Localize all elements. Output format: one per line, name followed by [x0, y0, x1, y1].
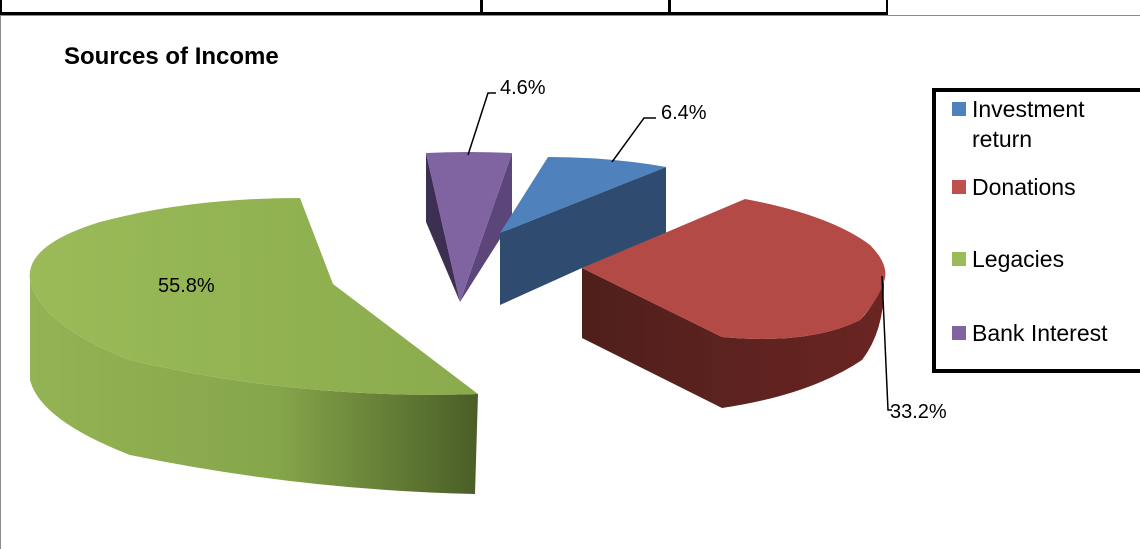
table-cell-divider	[668, 0, 671, 15]
legend-swatch-legacies	[952, 252, 966, 266]
legend-item-bank-interest: Bank Interest	[952, 318, 1140, 348]
legend-item-legacies: Legacies	[952, 244, 1140, 274]
slice-donations-top	[582, 199, 886, 339]
slice-investment-return-top	[500, 157, 666, 233]
slice-donations	[582, 199, 886, 408]
legend-item-investment-return: Investment return	[952, 94, 1140, 154]
slice-legacies-top	[29, 198, 478, 395]
legend-swatch-investment-return	[952, 102, 966, 116]
slice-donations-side	[582, 268, 885, 408]
slice-investment-return	[500, 157, 666, 305]
data-label-legacies: 55.8%	[158, 275, 215, 297]
slice-legacies	[29, 198, 478, 494]
legend-label-legacies: Legacies	[972, 246, 1065, 272]
data-label-investment-return: 6.4%	[661, 102, 707, 124]
slice-bank-interest	[426, 152, 512, 302]
data-label-donations: 33.2%	[890, 401, 947, 423]
slice-investment-return-side	[500, 167, 666, 305]
leader-line-bank-interest	[467, 92, 496, 156]
table-fragment	[0, 0, 888, 15]
legend-label-donations: Donations	[972, 174, 1076, 200]
chart-title: Sources of Income	[64, 43, 279, 70]
legend-swatch-bank-interest	[952, 326, 966, 340]
legend-label-investment-return: Investment return	[972, 96, 1085, 152]
legend-swatch-donations	[952, 180, 966, 194]
chart-legend: Investment return Donations Legacies Ban…	[932, 88, 1140, 373]
data-label-bank-interest: 4.6%	[500, 77, 546, 99]
table-cell-divider	[480, 0, 483, 15]
leader-line-donations	[881, 275, 892, 411]
slice-bank-interest-top	[426, 152, 512, 302]
slice-legacies-side	[30, 280, 478, 494]
leader-line-investment-return	[611, 117, 656, 163]
legend-item-donations: Donations	[952, 172, 1140, 202]
legend-label-bank-interest: Bank Interest	[972, 320, 1108, 346]
